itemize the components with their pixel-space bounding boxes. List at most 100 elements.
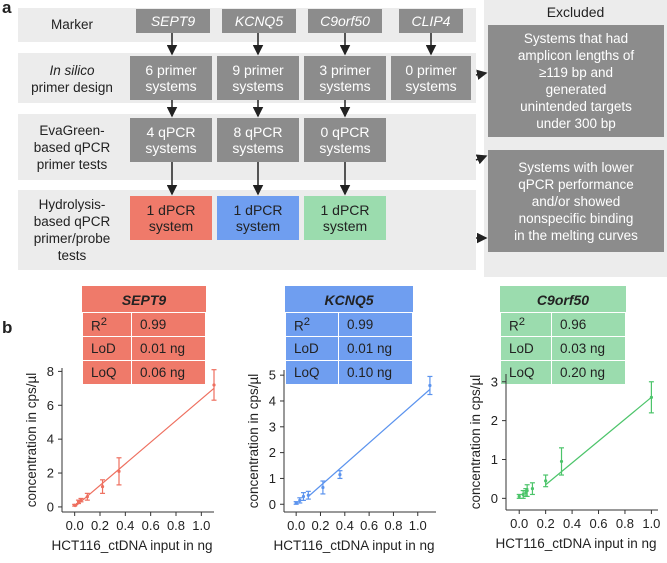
x-tick-label: 0.4 [563,516,581,531]
r2-label: R2 [82,312,132,337]
data-point [79,498,83,502]
data-point [100,484,105,489]
y-tick-label: 2 [269,445,276,460]
y-tick-label: 0 [47,499,54,514]
chart-kcnq5: 0 1 2 3 4 5 0.0 0.2 0.4 0.6 0.8 1.0 HCT116_ctDNA inp… [246,368,436,553]
marker-kcnq5: KCNQ5 [222,9,296,33]
fit-line [307,388,431,497]
marker-sept9: SEPT9 [136,9,210,33]
stats-table-c9orf50: R2 0.96 LoD 0.03 ng LoQ 0.20 ng [500,312,626,385]
y-tick-label: 4 [269,393,276,408]
data-point [338,472,342,477]
y-tick-label: 2 [47,466,54,481]
excluded-title: Excluded [546,4,605,20]
y-axis-label: concentration in cps/µl [468,375,483,510]
r2-label: R2 [285,312,339,337]
lod-label: LoD [500,336,552,361]
data-point [85,495,89,499]
data-point [559,459,564,464]
x-tick-label: 0.6 [360,518,378,533]
row-label-hydrolysis: Hydrolysis- based qPCR primer/probe test… [33,197,111,263]
loq-value: 0.06 ng [131,360,206,385]
insilico-kcnq5: 9 primer systems [217,56,299,100]
stats-table-kcnq5: R2 0.99 LoD 0.01 ng LoQ 0.10 ng [285,312,413,385]
x-tick-label: 0.4 [116,518,134,533]
y-axis-label: concentration in cps/µl [246,374,261,509]
y-tick-label: 1 [491,452,498,467]
data-point [73,503,77,507]
fit-line [74,387,215,508]
data-point [525,488,529,493]
x-tick-label: 0.0 [510,516,528,531]
fit-line [545,396,652,486]
flow-arrows [166,33,488,244]
arrow-excluded-2 [475,154,488,165]
data-point [521,492,525,497]
lod-label: LoD [82,336,132,361]
x-tick-label: 0.8 [616,516,634,531]
data-point [212,383,216,387]
row-label-evagreen: EvaGreen- based qPCR primer tests [33,123,111,172]
x-axis-label: HCT116_ctDNA input in ng [273,538,434,553]
panel-b-letter: b [2,318,13,337]
evagreen-kcnq5: 8 qPCR systems [217,118,299,162]
x-axis-label: HCT116_ctDNA input in ng [495,536,656,551]
r2-value: 0.99 [338,312,413,337]
x-tick-label: 0.2 [537,516,555,531]
chart-sept9: 0 2 4 6 8 0.0 0.2 0.4 0.6 0.8 1.0 HCT116_ctDNA inpu… [24,364,217,553]
table-title-kcnq5: KCNQ5 [285,286,413,314]
data-point [298,498,302,502]
chart-c9orf50: 0 1 2 3 0.0 0.2 0.4 0.6 0.8 1.0 HCT116_ctDNA input… [468,374,660,551]
x-tick-label: 0.0 [287,518,305,533]
x-axis-label: HCT116_ctDNA input in ng [51,538,212,553]
y-tick-label: 8 [47,364,54,379]
loq-value: 0.20 ng [551,360,626,385]
panel-a-letter: a [2,0,12,17]
r2-label: R2 [500,312,552,337]
lod-value: 0.01 ng [131,336,206,361]
r2-value: 0.96 [551,312,626,337]
data-point [117,469,121,473]
data-point [306,493,310,497]
y-tick-label: 2 [491,413,498,428]
insilico-c9orf50: 3 primer systems [304,56,386,100]
x-tick-label: 0.2 [311,518,329,533]
insilico-sept9: 6 primer systems [130,56,212,100]
arrow-excluded-1 [475,69,488,80]
y-tick-label: 6 [47,398,54,413]
lod-label: LoD [285,336,339,361]
y-tick-label: 4 [47,432,54,447]
x-tick-label: 1.0 [192,518,210,533]
dpcr-c9orf50: 1 dPCR system [304,196,386,240]
loq-value: 0.10 ng [338,360,413,385]
x-tick-label: 1.0 [409,518,427,533]
data-point [321,485,325,490]
y-tick-label: 5 [269,368,276,383]
data-point [76,500,81,504]
x-tick-label: 0.4 [336,518,354,533]
excluded-box-1: Systems that had amplicon lengths of ≥11… [488,25,664,137]
data-point [544,479,548,483]
y-tick-label: 0 [491,491,498,506]
data-point [428,383,432,388]
evagreen-sept9: 4 qPCR systems [130,118,212,162]
data-point [530,487,535,491]
row-label-insilico: In silico primer design [31,63,113,95]
marker-clip4: CLIP4 [399,9,463,33]
y-tick-label: 0 [269,497,276,512]
y-tick-label: 1 [269,471,276,486]
x-tick-label: 0.6 [142,518,160,533]
dpcr-sept9: 1 dPCR system [130,196,212,240]
lod-value: 0.03 ng [551,336,626,361]
x-tick-label: 0.8 [167,518,185,533]
data-point [301,494,306,499]
data-point [649,395,653,399]
x-tick-label: 0.0 [66,518,84,533]
r2-value: 0.99 [131,312,206,337]
data-point [294,501,298,505]
dpcr-kcnq5: 1 dPCR system [217,196,299,240]
marker-c9orf50: C9orf50 [308,9,382,33]
x-tick-label: 0.8 [384,518,402,533]
x-tick-label: 0.2 [91,518,109,533]
row-label-marker: Marker [50,17,93,32]
